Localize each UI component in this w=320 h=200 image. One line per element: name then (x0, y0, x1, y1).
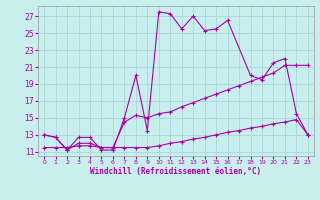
X-axis label: Windchill (Refroidissement éolien,°C): Windchill (Refroidissement éolien,°C) (91, 167, 261, 176)
